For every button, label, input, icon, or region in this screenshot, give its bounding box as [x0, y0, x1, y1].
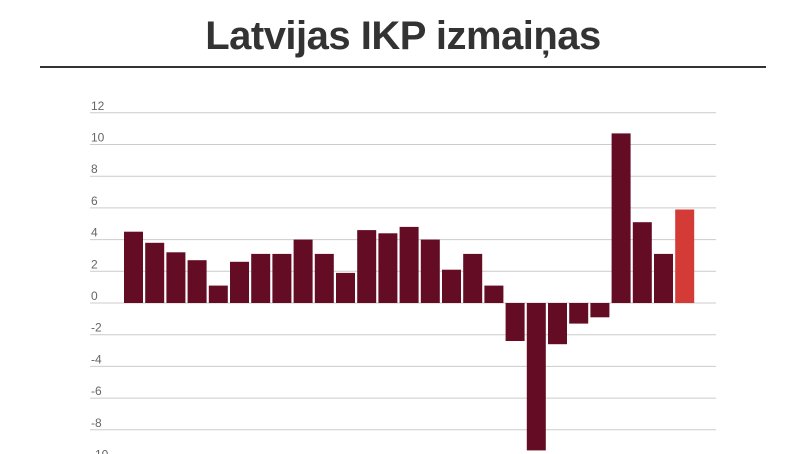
- bar: [632, 222, 652, 303]
- bar: [145, 242, 165, 303]
- y-axis-ticks: 12 10 8 6 4 2 0 -2 -4 -6 -8 -10: [91, 99, 109, 454]
- y-tick-label: -8: [91, 416, 102, 430]
- y-tick-label: 2: [91, 257, 98, 271]
- bar: [484, 285, 504, 303]
- bar: [442, 269, 461, 303]
- bar: [420, 239, 440, 303]
- bar: [124, 231, 143, 303]
- y-tick-label: -2: [91, 321, 102, 335]
- bar: [548, 303, 567, 345]
- bar: [463, 253, 483, 303]
- bar: [272, 253, 292, 303]
- bar: [505, 303, 525, 341]
- y-tick-label: -10: [91, 448, 109, 454]
- bar: [187, 260, 207, 303]
- y-tick-label: 12: [91, 99, 105, 113]
- y-tick-label: -6: [91, 384, 102, 398]
- bar: [251, 253, 271, 303]
- bar: [654, 253, 673, 303]
- y-tick-label: 0: [91, 289, 98, 303]
- y-tick-label: 4: [91, 226, 98, 240]
- bar: [590, 303, 610, 318]
- y-tick-label: 10: [91, 131, 105, 145]
- bar-highlighted: [675, 209, 695, 303]
- bar: [230, 261, 249, 303]
- bar: [378, 233, 398, 303]
- y-tick-label: -4: [91, 352, 102, 366]
- bar: [293, 239, 313, 303]
- bar: [399, 226, 419, 303]
- bars: [124, 133, 695, 451]
- bar: [166, 252, 186, 303]
- bar: [611, 133, 631, 303]
- y-tick-label: 6: [91, 194, 98, 208]
- bar: [357, 230, 377, 303]
- bar: [336, 272, 355, 303]
- title-area: Latvijas IKP izmaiņas: [40, 0, 766, 68]
- bar: [208, 285, 228, 303]
- y-tick-label: 8: [91, 162, 98, 176]
- page-title: Latvijas IKP izmaiņas: [205, 14, 601, 58]
- bar: [314, 253, 334, 303]
- bar: [569, 303, 589, 324]
- bar: [526, 303, 546, 451]
